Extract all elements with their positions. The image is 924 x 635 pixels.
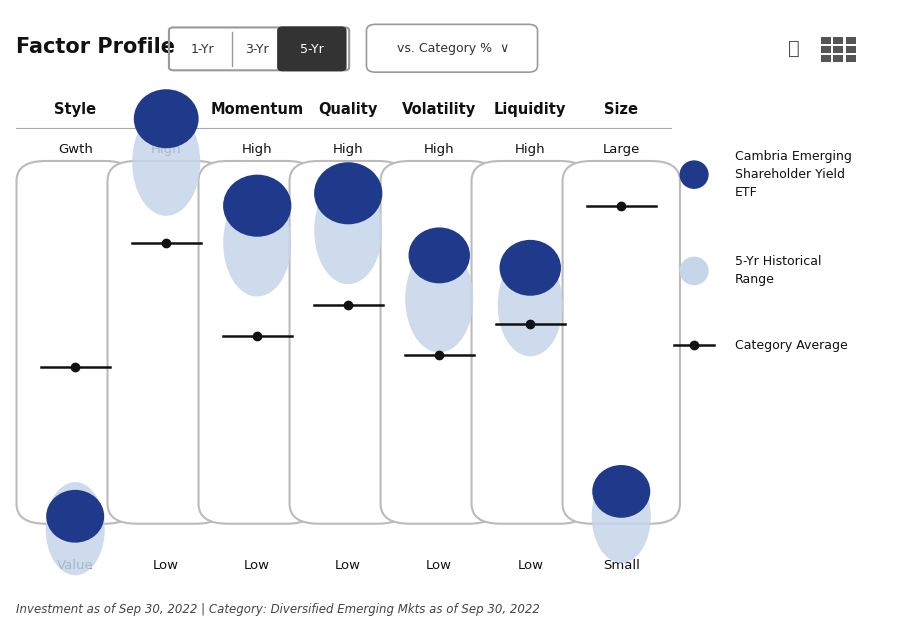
Text: Value: Value (57, 559, 93, 572)
Text: Low: Low (517, 559, 543, 572)
Ellipse shape (406, 245, 473, 352)
Text: 5-Yr: 5-Yr (300, 43, 323, 56)
Bar (833, 55, 844, 62)
Text: Cambria Emerging
Shareholder Yield
ETF: Cambria Emerging Shareholder Yield ETF (735, 150, 852, 199)
Text: 1-Yr: 1-Yr (190, 43, 214, 56)
Text: High: High (151, 144, 181, 156)
Text: Large: Large (602, 144, 640, 156)
Text: Volatility: Volatility (402, 102, 477, 117)
FancyBboxPatch shape (367, 24, 538, 72)
Bar (846, 55, 856, 62)
Bar (846, 37, 856, 44)
Ellipse shape (45, 482, 104, 575)
Bar (821, 37, 831, 44)
Text: Factor Profile: Factor Profile (16, 37, 175, 57)
Ellipse shape (223, 175, 291, 237)
Text: Quality: Quality (319, 102, 378, 117)
Text: High: High (333, 144, 363, 156)
Text: 5-Yr Historical
Range: 5-Yr Historical Range (735, 255, 821, 286)
Bar (821, 55, 831, 62)
FancyBboxPatch shape (289, 161, 407, 524)
FancyBboxPatch shape (107, 161, 225, 524)
FancyBboxPatch shape (199, 161, 316, 524)
Text: Low: Low (426, 559, 452, 572)
Text: Category Average: Category Average (735, 339, 848, 352)
Ellipse shape (498, 254, 563, 356)
Ellipse shape (46, 490, 104, 543)
Ellipse shape (134, 90, 199, 148)
FancyBboxPatch shape (563, 161, 680, 524)
Text: 3-Yr: 3-Yr (246, 43, 269, 56)
Text: High: High (424, 144, 455, 156)
Text: Gwth: Gwth (58, 144, 92, 156)
Ellipse shape (224, 189, 291, 297)
Ellipse shape (679, 257, 709, 285)
Ellipse shape (132, 109, 201, 216)
Text: Size: Size (604, 102, 638, 117)
Bar (821, 46, 831, 53)
Text: Liquidity: Liquidity (494, 102, 566, 117)
Ellipse shape (592, 465, 650, 518)
Ellipse shape (679, 161, 709, 189)
Bar (846, 46, 856, 53)
Ellipse shape (314, 177, 383, 284)
Text: Investment as of Sep 30, 2022 | Category: Diversified Emerging Mkts as of Sep 30: Investment as of Sep 30, 2022 | Category… (16, 603, 540, 616)
Text: ⓘ: ⓘ (788, 39, 800, 58)
FancyBboxPatch shape (17, 161, 134, 524)
Text: High: High (515, 144, 545, 156)
FancyBboxPatch shape (471, 161, 589, 524)
Text: Low: Low (244, 559, 270, 572)
Text: Yield: Yield (146, 102, 187, 117)
Bar (833, 46, 844, 53)
FancyBboxPatch shape (381, 161, 498, 524)
Ellipse shape (591, 470, 650, 563)
Ellipse shape (500, 240, 561, 296)
Text: High: High (242, 144, 273, 156)
Ellipse shape (408, 227, 470, 283)
Text: Low: Low (335, 559, 361, 572)
Ellipse shape (314, 162, 383, 224)
Text: Small: Small (602, 559, 639, 572)
Text: Momentum: Momentum (211, 102, 304, 117)
Text: vs. Category %  ∨: vs. Category % ∨ (396, 42, 509, 55)
Text: Style: Style (55, 102, 96, 117)
FancyBboxPatch shape (278, 27, 346, 70)
Bar (833, 37, 844, 44)
Text: Low: Low (153, 559, 179, 572)
